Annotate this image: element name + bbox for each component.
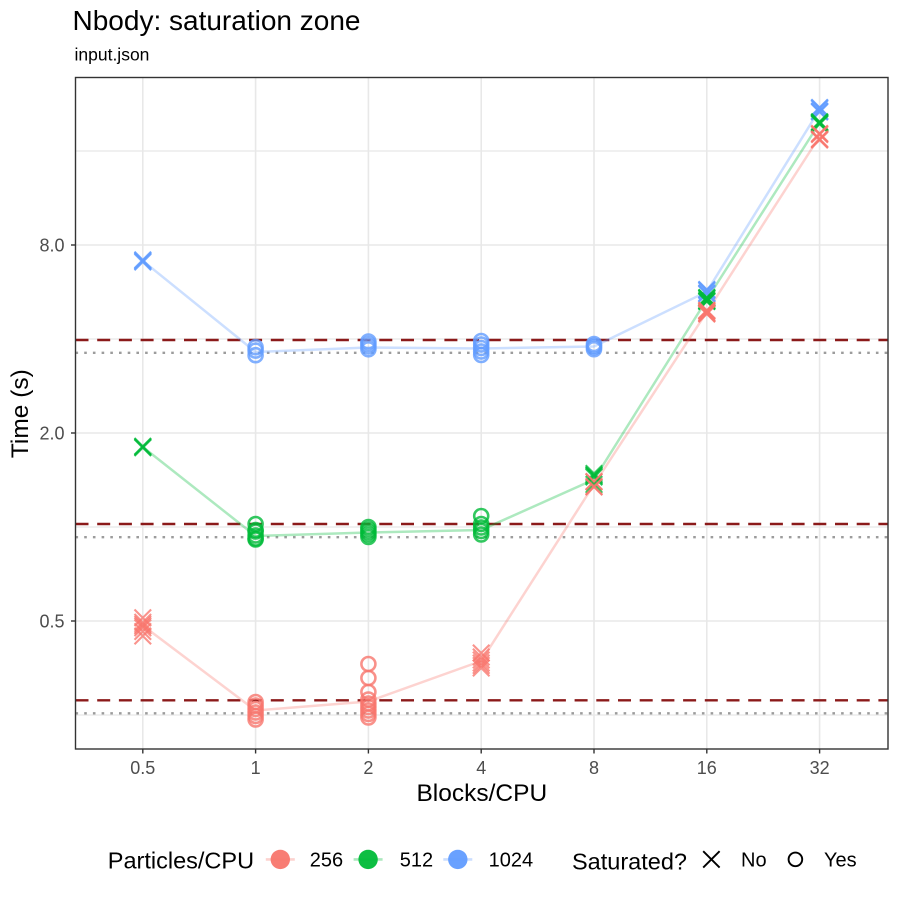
svg-text:256: 256 (310, 850, 343, 872)
svg-text:0.5: 0.5 (130, 758, 155, 778)
svg-text:input.json: input.json (75, 45, 150, 65)
svg-text:Nbody: saturation zone: Nbody: saturation zone (73, 5, 361, 36)
svg-text:2.0: 2.0 (39, 423, 64, 443)
svg-text:2: 2 (363, 758, 373, 778)
svg-text:8: 8 (589, 758, 599, 778)
svg-text:32: 32 (810, 758, 830, 778)
svg-text:Particles/CPU: Particles/CPU (108, 848, 254, 874)
svg-text:Time (s): Time (s) (7, 369, 34, 458)
svg-text:8.0: 8.0 (39, 235, 64, 255)
svg-text:Yes: Yes (824, 850, 857, 872)
svg-text:Saturated?: Saturated? (572, 849, 687, 875)
svg-text:1: 1 (251, 758, 261, 778)
svg-text:1024: 1024 (489, 850, 533, 872)
svg-text:4: 4 (476, 758, 486, 778)
svg-text:No: No (741, 850, 767, 872)
svg-text:Blocks/CPU: Blocks/CPU (416, 780, 547, 807)
svg-text:0.5: 0.5 (39, 611, 64, 631)
svg-text:16: 16 (697, 758, 717, 778)
svg-text:512: 512 (400, 850, 433, 872)
